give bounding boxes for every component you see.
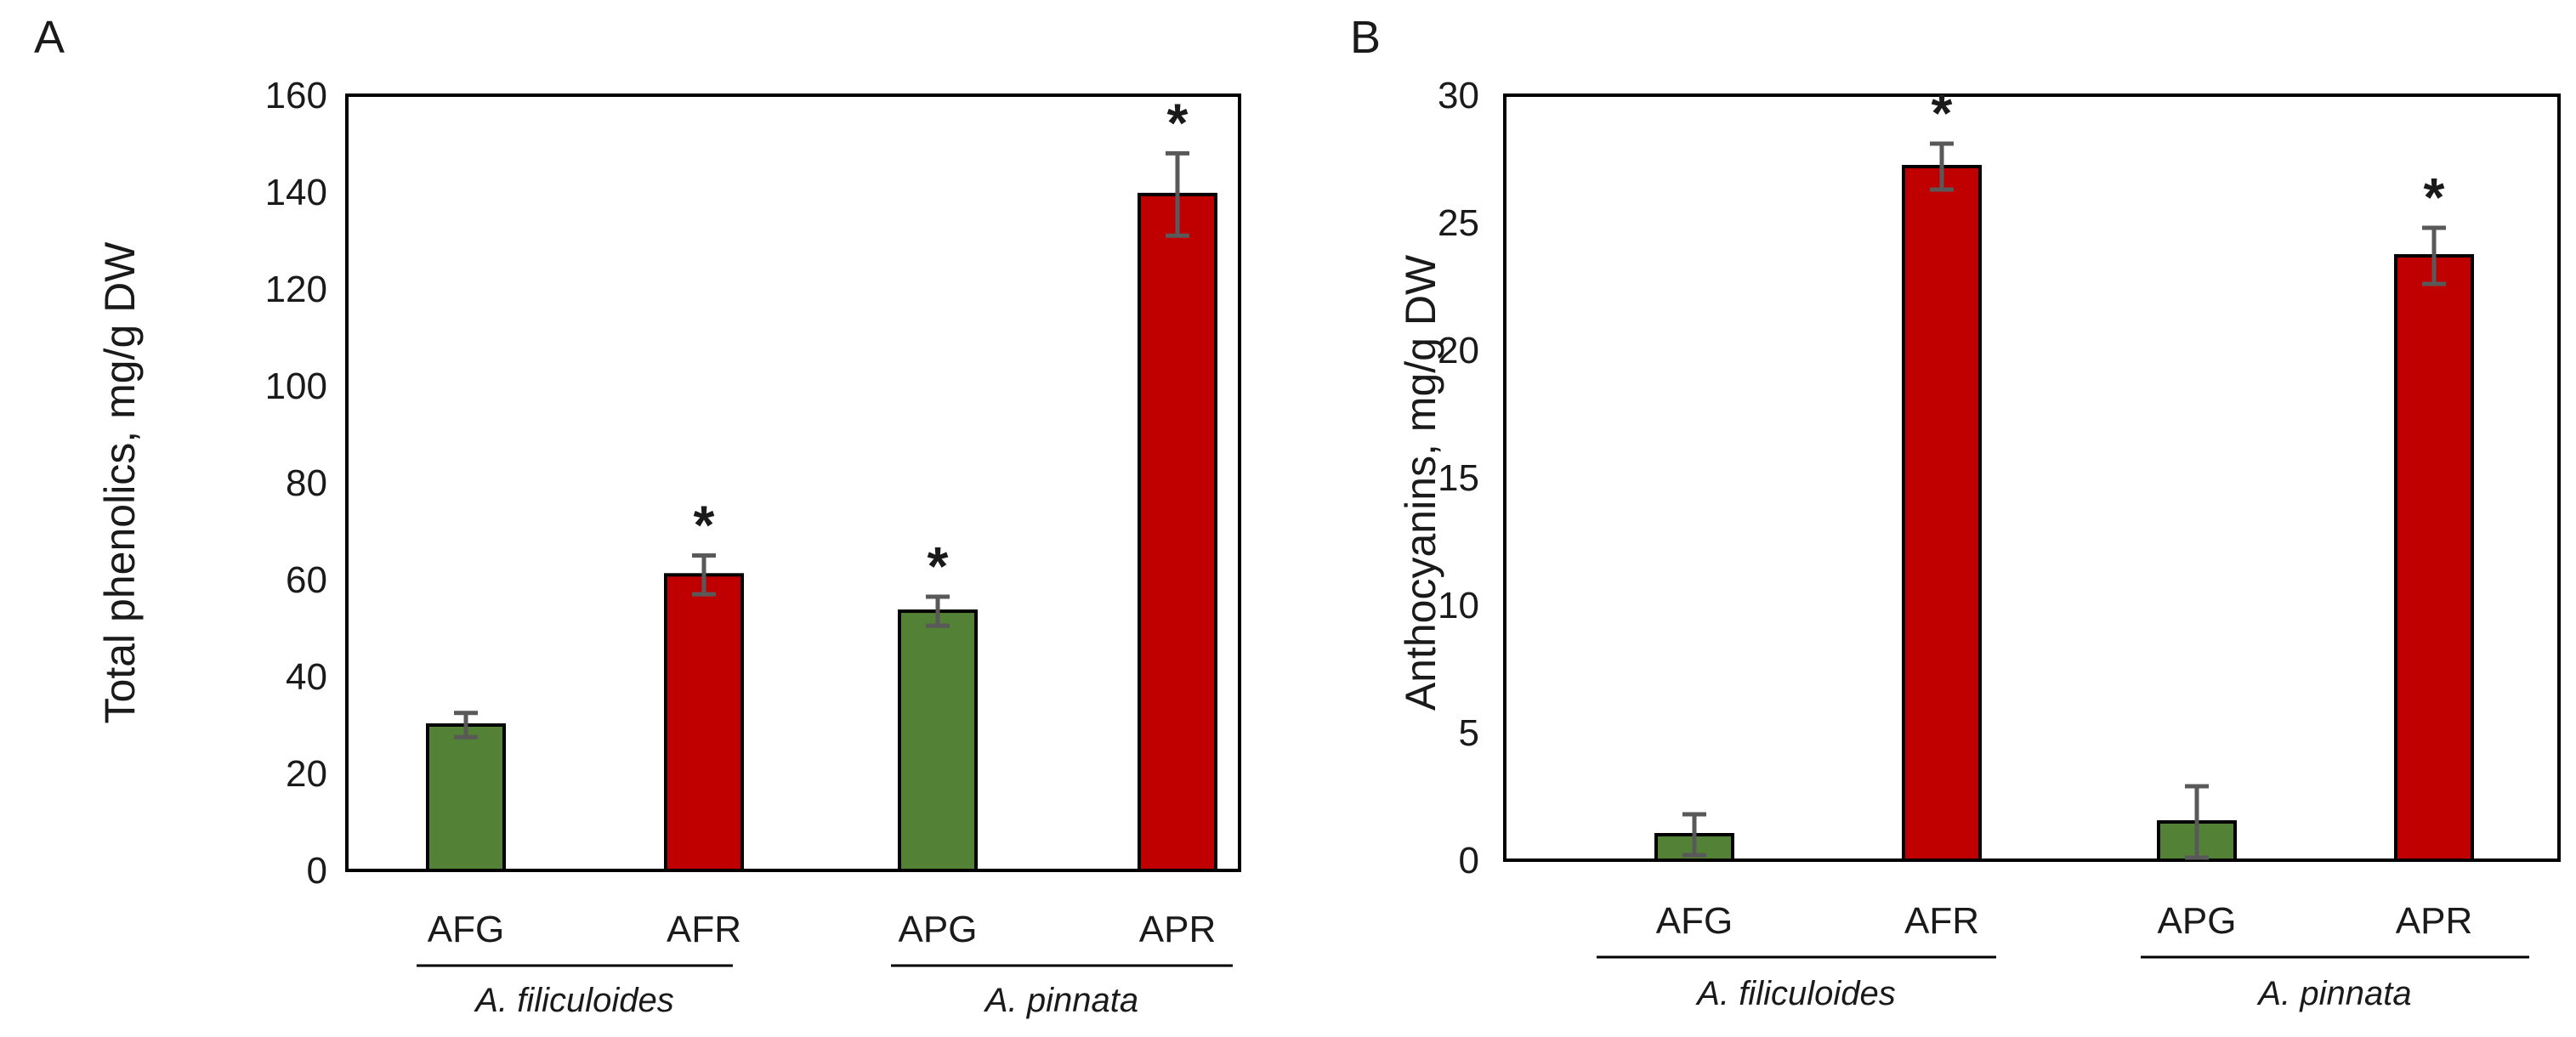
y-tick-label: 80 — [286, 462, 327, 504]
plot-frame — [345, 94, 1241, 872]
panel-letter: A — [34, 12, 65, 63]
category-label-apg: APG — [899, 909, 978, 950]
group-label: A. pinnata — [2256, 975, 2411, 1012]
significance-marker: * — [1932, 82, 1953, 144]
y-tick-label: 100 — [265, 366, 327, 407]
error-bar-apg — [926, 594, 950, 628]
y-tick-label: 25 — [1438, 202, 1479, 244]
error-bar-apr — [2422, 225, 2446, 286]
error-bar-afr — [692, 553, 716, 597]
bar-afr — [664, 573, 744, 872]
plot-frame — [1503, 94, 2561, 862]
category-label-afr: AFR — [1904, 900, 1979, 942]
error-bar-afg — [1682, 812, 1706, 858]
category-label-afg: AFG — [1656, 900, 1733, 942]
y-tick-label: 40 — [286, 656, 327, 698]
error-bar-apr — [1166, 150, 1189, 238]
panel-letter: B — [1350, 12, 1381, 63]
category-label-afr: AFR — [667, 909, 741, 950]
y-tick-label: 0 — [1459, 840, 1479, 881]
y-tick-label: 15 — [1438, 457, 1479, 499]
y-tick-label: 140 — [265, 172, 327, 213]
y-axis-label: Total phenolics, mg/g DW — [96, 241, 144, 724]
error-bar-afg — [454, 711, 478, 740]
significance-marker: * — [694, 495, 715, 556]
group-label: A. pinnata — [984, 982, 1138, 1019]
y-tick-label: 60 — [286, 559, 327, 601]
y-tick-label: 0 — [307, 850, 327, 892]
error-bar-apg — [2185, 784, 2209, 860]
group-label: A. filiculoides — [1695, 975, 1895, 1012]
chart-panel-a: A 0 20 40 60 80 100 120 140 160 Total phenolics, m… — [34, 12, 1241, 1019]
y-tick-label: 160 — [265, 75, 327, 116]
category-label-apr: APR — [2396, 900, 2472, 942]
category-label-apg: APG — [2158, 900, 2237, 942]
chart-panel-b: B 0 5 10 15 20 25 30 Anthocyanins, mg/g DW AFG * AF… — [1350, 12, 2561, 1012]
category-label-afg: AFG — [428, 909, 504, 950]
significance-marker: * — [1167, 92, 1189, 153]
y-tick-label: 5 — [1459, 712, 1479, 754]
y-tick-label: 20 — [1438, 330, 1479, 371]
error-bar-afr — [1930, 141, 1954, 192]
y-axis-label: Anthocyanins, mg/g DW — [1397, 254, 1444, 711]
significance-marker: * — [928, 536, 949, 597]
y-tick-label: 30 — [1438, 75, 1479, 116]
bar-apr — [1138, 192, 1217, 873]
y-tick-label: 20 — [286, 753, 327, 795]
category-label-apr: APR — [1139, 909, 1216, 950]
bar-apr — [2394, 254, 2474, 862]
group-label: A. filiculoides — [474, 982, 673, 1019]
significance-marker: * — [2424, 167, 2445, 228]
bar-apg — [898, 609, 978, 872]
y-tick-label: 10 — [1438, 585, 1479, 626]
y-tick-label: 120 — [265, 269, 327, 310]
bar-afr — [1902, 165, 1982, 862]
bar-afg — [426, 723, 506, 872]
